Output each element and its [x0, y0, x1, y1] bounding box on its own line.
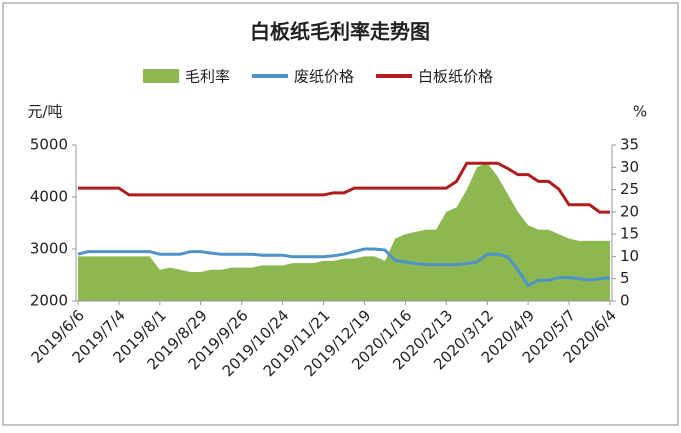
- frame: [2, 2, 679, 426]
- y2-axis-label: %: [633, 103, 647, 121]
- y-axis-label: 元/吨: [27, 103, 62, 121]
- legend-label: 废纸价格: [294, 68, 354, 86]
- y2-tick-label: 35: [620, 136, 639, 154]
- y2-tick-label: 25: [620, 180, 639, 198]
- line: [77, 247, 611, 288]
- y2-tick-label: 0: [620, 292, 630, 310]
- area: [78, 162, 610, 301]
- y2-tick-label: 5: [620, 269, 630, 287]
- chart-title: 白板纸毛利率走势图: [250, 20, 430, 44]
- y-tick-label: 3000: [30, 240, 68, 258]
- y2-tick-label: 10: [620, 247, 639, 265]
- legend-label: 白板纸价格: [418, 68, 493, 86]
- y-tick-label: 4000: [30, 188, 68, 206]
- line: [78, 161, 610, 214]
- legend-swatch: [143, 69, 179, 83]
- y2-tick-label: 20: [620, 202, 639, 220]
- legend-label: 毛利率: [185, 68, 230, 86]
- y2-tick-label: 30: [620, 158, 639, 176]
- y2-tick-label: 15: [620, 225, 639, 243]
- y-tick-label: 2000: [30, 292, 68, 310]
- y-tick-label: 5000: [30, 136, 68, 154]
